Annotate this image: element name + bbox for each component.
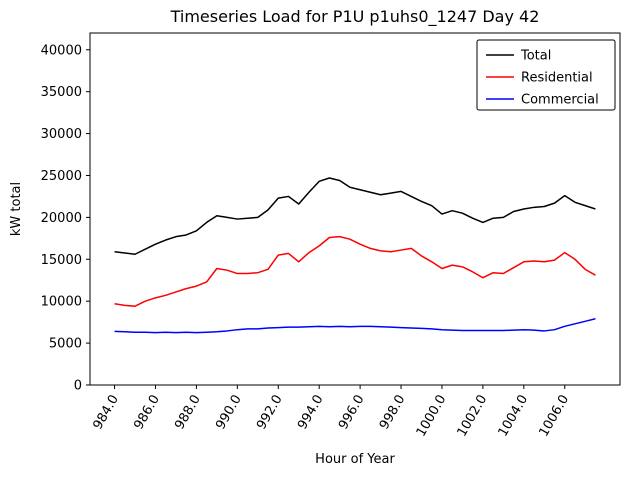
x-axis-tick-label: 984.0 bbox=[90, 393, 122, 433]
y-axis-tick-label: 5000 bbox=[49, 337, 82, 352]
legend-box bbox=[476, 39, 616, 111]
y-axis-tick-label: 40000 bbox=[41, 43, 82, 58]
series-residential-line bbox=[114, 235, 596, 307]
x-axis-tick-label: 998.0 bbox=[377, 393, 409, 433]
x-axis-tick-label: 994.0 bbox=[295, 393, 327, 433]
x-axis-tick-label: 1004.0 bbox=[496, 393, 532, 440]
y-axis-label: kW total bbox=[9, 182, 24, 236]
x-axis-tick-label: 996.0 bbox=[336, 393, 368, 433]
x-axis-tick-label: 1000.0 bbox=[414, 393, 450, 440]
x-axis-tick-label: 1002.0 bbox=[455, 393, 491, 440]
series-total-line bbox=[114, 177, 596, 256]
legend: Total Residential Commercial bbox=[476, 39, 616, 111]
series-commercial-line bbox=[114, 318, 596, 334]
chart-title: Timeseries Load for P1U p1uhs0_1247 Day … bbox=[170, 7, 540, 27]
x-axis-tick-label: 990.0 bbox=[213, 393, 245, 433]
x-axis-tick-label: 988.0 bbox=[172, 393, 204, 433]
legend-label-commercial: Commercial bbox=[521, 93, 599, 108]
y-axis-tick-label: 35000 bbox=[41, 85, 82, 100]
y-axis-tick-label: 10000 bbox=[41, 295, 82, 310]
legend-label-total: Total bbox=[520, 49, 551, 64]
x-axis-label: Hour of Year bbox=[315, 452, 395, 467]
y-axis-tick-label: 15000 bbox=[41, 253, 82, 268]
x-axis-tick-label: 1006.0 bbox=[536, 393, 572, 440]
legend-label-residential: Residential bbox=[521, 71, 593, 86]
x-axis-tick-label: 986.0 bbox=[131, 393, 163, 433]
x-axis-tick-label: 992.0 bbox=[254, 393, 286, 433]
y-axis-tick-label: 25000 bbox=[41, 169, 82, 184]
y-axis-tick-label: 0 bbox=[74, 379, 82, 394]
y-axis-tick-label: 30000 bbox=[41, 127, 82, 142]
y-axis-tick-label: 20000 bbox=[41, 211, 82, 226]
